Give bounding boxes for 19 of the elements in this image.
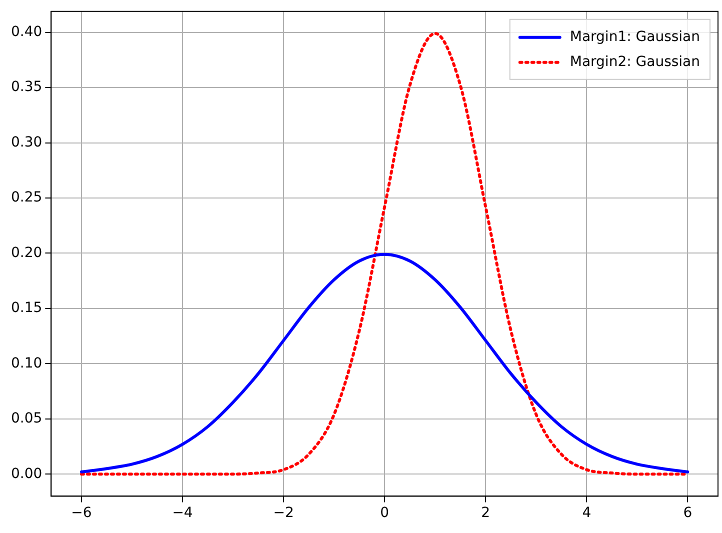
y-tick-label: 0.15: [11, 300, 42, 316]
x-tick-label: 2: [481, 505, 490, 522]
y-tick-label: 0.20: [11, 244, 42, 261]
y-tick-label: 0.35: [11, 79, 42, 96]
x-tick-label: 4: [582, 505, 592, 522]
y-tick-label: 0.10: [11, 355, 42, 372]
y-tick-label: 0.40: [11, 24, 42, 40]
x-tick-label: −2: [273, 505, 294, 522]
x-tick-label: 0: [380, 505, 390, 522]
y-tick-label: 0.30: [11, 134, 42, 150]
x-tick-label: −4: [172, 505, 193, 522]
y-tick-label: 0.25: [11, 190, 42, 206]
x-tick-label: −6: [71, 505, 92, 522]
y-tick-label: 0.00: [11, 466, 42, 482]
legend-label: Margin1: Gaussian: [570, 29, 700, 46]
x-tick-label: 6: [683, 505, 692, 522]
line-series: [80, 252, 690, 474]
legend-label: Margin2: Gaussian: [570, 54, 700, 70]
y-tick-label: 0.05: [11, 410, 42, 427]
